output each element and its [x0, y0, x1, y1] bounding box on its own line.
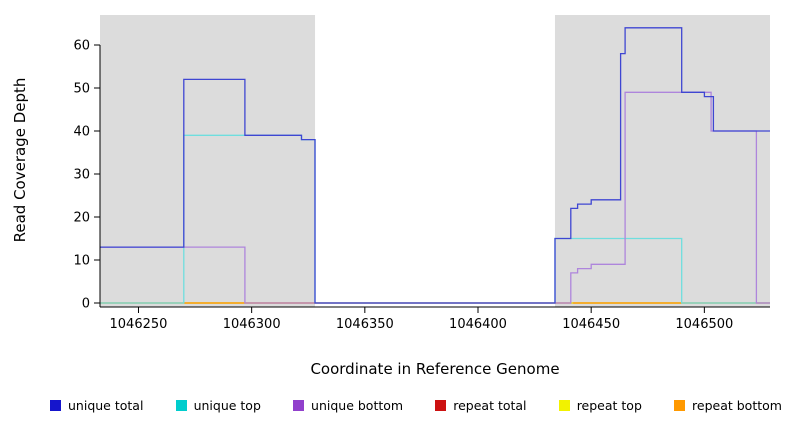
y-tick-label: 10 [73, 254, 90, 269]
legend-item: unique total [50, 398, 143, 413]
legend: unique total unique top unique bottom repea… [50, 398, 782, 413]
legend-item: unique top [175, 398, 261, 413]
x-axis-title: Coordinate in Reference Genome [310, 360, 560, 378]
legend-label: unique top [193, 398, 261, 413]
legend-swatch-icon [50, 400, 61, 411]
y-tick-label: 50 [73, 82, 90, 97]
legend-item: repeat top [558, 398, 642, 413]
legend-swatch-icon [435, 400, 447, 411]
x-tick-label: 1046450 [562, 317, 620, 332]
shaded-region [554, 15, 770, 307]
legend-label: unique total [68, 398, 144, 413]
legend-swatch-icon [175, 400, 187, 411]
y-tick-label: 20 [73, 211, 90, 226]
y-tick-label: 0 [82, 297, 90, 312]
legend-item: repeat total [435, 398, 527, 413]
shaded-region [100, 15, 316, 307]
x-tick-label: 1046500 [675, 317, 733, 332]
x-tick-label: 1046300 [223, 317, 281, 332]
y-tick-label: 40 [73, 125, 90, 140]
legend-label: repeat total [453, 398, 527, 413]
legend-label: repeat top [576, 398, 642, 413]
y-axis-title: Read Coverage Depth [11, 77, 29, 243]
legend-swatch-icon [674, 400, 686, 411]
legend-item: repeat bottom [674, 398, 782, 413]
x-tick-label: 1046350 [336, 317, 394, 332]
series-unique-total [100, 27, 770, 304]
y-tick-label: 30 [73, 168, 90, 183]
x-tick-label: 1046400 [449, 317, 507, 332]
legend-item: unique bottom [293, 398, 403, 413]
legend-swatch-icon [293, 400, 305, 411]
legend-label: unique bottom [311, 398, 404, 413]
legend-swatch-icon [558, 400, 570, 411]
x-tick-label: 1046250 [110, 317, 168, 332]
y-tick-label: 60 [73, 39, 90, 54]
legend-label: repeat bottom [692, 398, 782, 413]
